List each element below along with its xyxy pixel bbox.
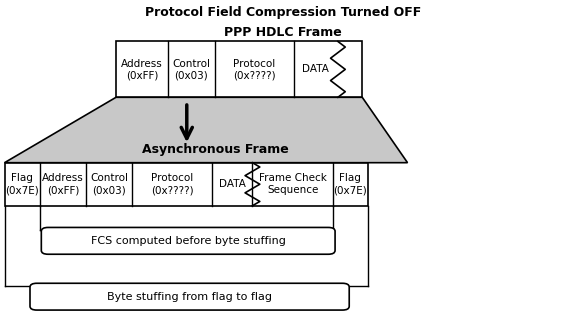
FancyBboxPatch shape xyxy=(30,283,349,310)
Text: Address
(0xFF): Address (0xFF) xyxy=(121,59,163,80)
FancyBboxPatch shape xyxy=(41,227,335,254)
Text: FCS computed before byte stuffing: FCS computed before byte stuffing xyxy=(91,236,286,246)
Text: Control
(0x03): Control (0x03) xyxy=(90,174,128,195)
Text: DATA: DATA xyxy=(218,179,246,189)
Polygon shape xyxy=(5,97,408,163)
Bar xyxy=(116,41,362,97)
Text: PPP HDLC Frame: PPP HDLC Frame xyxy=(224,26,342,39)
Text: Protocol
(0x????): Protocol (0x????) xyxy=(233,59,276,80)
Text: Byte stuffing from flag to flag: Byte stuffing from flag to flag xyxy=(107,292,272,302)
Text: DATA: DATA xyxy=(302,64,329,74)
Text: Protocol
(0x????): Protocol (0x????) xyxy=(151,174,194,195)
Text: Flag
(0x7E): Flag (0x7E) xyxy=(5,174,39,195)
Text: Flag
(0x7E): Flag (0x7E) xyxy=(333,174,367,195)
Bar xyxy=(5,163,368,206)
Text: Protocol Field Compression Turned OFF: Protocol Field Compression Turned OFF xyxy=(145,6,421,19)
Text: Asynchronous Frame: Asynchronous Frame xyxy=(142,144,289,156)
Text: Address
(0xFF): Address (0xFF) xyxy=(42,174,84,195)
Text: Frame Check
Sequence: Frame Check Sequence xyxy=(259,174,327,195)
Text: Control
(0x03): Control (0x03) xyxy=(172,59,211,80)
